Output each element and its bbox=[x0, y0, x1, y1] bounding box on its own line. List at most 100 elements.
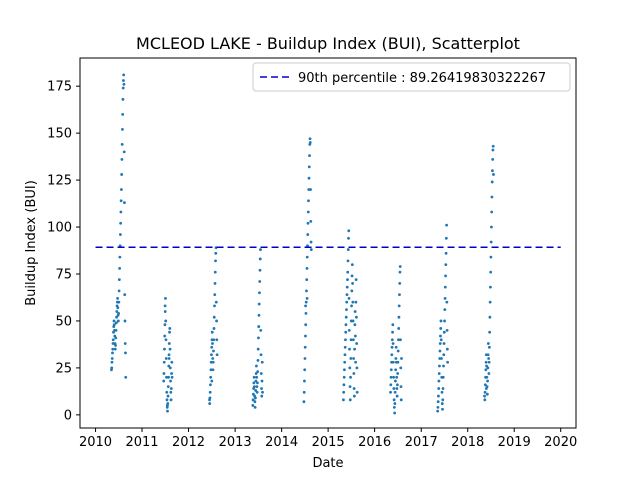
x-tick-label: 2013 bbox=[219, 435, 252, 450]
data-point bbox=[305, 297, 309, 300]
data-point bbox=[303, 345, 307, 349]
data-point bbox=[306, 233, 310, 236]
data-point bbox=[168, 347, 172, 351]
data-point bbox=[304, 312, 308, 315]
data-point bbox=[305, 266, 309, 270]
data-point bbox=[392, 405, 396, 409]
data-point bbox=[396, 372, 400, 375]
data-point bbox=[121, 127, 124, 131]
data-point bbox=[396, 349, 400, 353]
data-point bbox=[351, 319, 355, 323]
data-point bbox=[305, 255, 309, 259]
data-point bbox=[345, 285, 349, 289]
data-point bbox=[440, 402, 444, 405]
y-tick-label: 125 bbox=[47, 174, 72, 189]
data-point bbox=[353, 310, 357, 313]
data-point bbox=[486, 353, 490, 357]
data-point bbox=[350, 304, 353, 308]
data-point bbox=[303, 368, 307, 372]
data-point bbox=[308, 141, 312, 144]
data-point bbox=[166, 394, 170, 398]
data-point bbox=[164, 338, 168, 342]
data-point bbox=[399, 366, 403, 370]
data-point bbox=[211, 357, 215, 360]
data-point bbox=[485, 375, 489, 379]
data-point bbox=[256, 358, 260, 362]
data-point bbox=[252, 385, 256, 389]
data-point bbox=[211, 360, 215, 364]
data-point bbox=[116, 297, 119, 300]
data-point bbox=[165, 390, 169, 394]
data-point bbox=[399, 398, 403, 402]
data-point bbox=[444, 263, 448, 266]
data-point bbox=[391, 360, 395, 364]
data-point bbox=[354, 300, 358, 304]
data-point bbox=[438, 349, 442, 353]
data-point bbox=[345, 300, 349, 304]
data-point bbox=[208, 402, 212, 405]
data-point bbox=[393, 390, 397, 394]
data-point bbox=[258, 291, 261, 295]
data-point bbox=[445, 347, 449, 351]
data-point bbox=[211, 342, 214, 345]
data-point bbox=[443, 308, 447, 312]
data-point bbox=[258, 280, 262, 283]
points-layer bbox=[110, 73, 495, 415]
data-point bbox=[215, 353, 219, 357]
data-point bbox=[162, 360, 166, 364]
data-point bbox=[309, 188, 312, 191]
data-point bbox=[111, 342, 115, 345]
data-point bbox=[391, 342, 395, 345]
data-point bbox=[490, 210, 494, 214]
data-point bbox=[488, 315, 492, 319]
data-point bbox=[346, 270, 350, 274]
data-point bbox=[484, 368, 488, 372]
data-point bbox=[304, 300, 308, 304]
data-point bbox=[209, 375, 213, 379]
data-point bbox=[210, 330, 214, 334]
x-tick-label: 2011 bbox=[125, 435, 158, 450]
data-point bbox=[111, 347, 115, 351]
data-point bbox=[436, 409, 440, 413]
data-point bbox=[399, 385, 403, 389]
data-point bbox=[304, 323, 308, 327]
data-point bbox=[389, 375, 393, 379]
data-point bbox=[209, 383, 212, 387]
data-point bbox=[255, 385, 259, 389]
data-point bbox=[398, 270, 402, 274]
data-point bbox=[119, 199, 123, 203]
data-point bbox=[251, 404, 255, 407]
data-point bbox=[442, 353, 446, 357]
data-point bbox=[394, 357, 398, 360]
data-point bbox=[121, 86, 125, 90]
data-point bbox=[118, 255, 122, 259]
data-point bbox=[392, 375, 395, 379]
x-tick-label: 2019 bbox=[498, 435, 531, 450]
data-point bbox=[123, 293, 127, 297]
data-point bbox=[121, 97, 125, 101]
data-point bbox=[486, 366, 490, 370]
data-point bbox=[210, 345, 214, 349]
data-point bbox=[258, 268, 262, 272]
data-point bbox=[345, 308, 348, 312]
data-point bbox=[440, 357, 443, 360]
data-point bbox=[308, 154, 311, 158]
data-point bbox=[355, 315, 358, 319]
data-point bbox=[162, 372, 166, 375]
data-point bbox=[439, 327, 443, 330]
data-point bbox=[214, 251, 218, 255]
data-point bbox=[491, 144, 495, 148]
data-point bbox=[436, 405, 440, 409]
data-point bbox=[400, 357, 403, 360]
data-point bbox=[389, 368, 393, 372]
data-point bbox=[491, 169, 494, 173]
data-point bbox=[165, 375, 168, 379]
data-point bbox=[352, 357, 355, 360]
data-point bbox=[394, 368, 398, 372]
data-point bbox=[395, 394, 399, 398]
data-point bbox=[437, 372, 441, 375]
data-point bbox=[112, 319, 116, 323]
data-point bbox=[393, 402, 397, 405]
data-point bbox=[253, 400, 257, 404]
data-point bbox=[397, 315, 401, 319]
